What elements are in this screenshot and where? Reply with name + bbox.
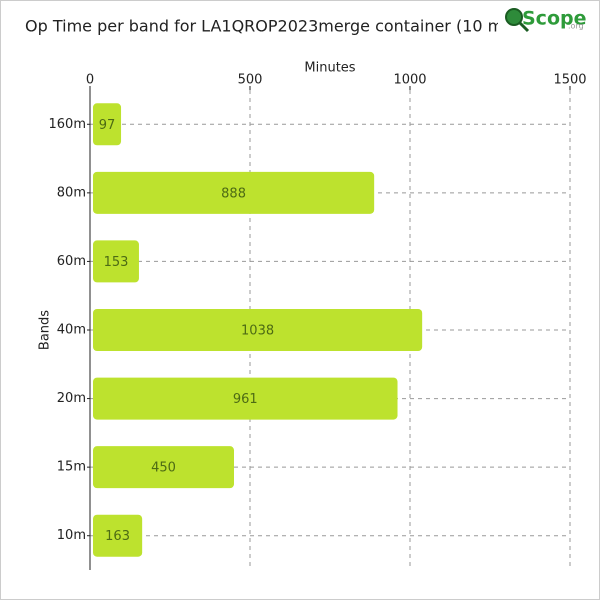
plot-area: 0 500 1000 1500 160m 97 80m 888 60m 153 40m 1038 20m… xyxy=(49,73,587,570)
value-label: 97 xyxy=(99,118,116,133)
value-label: 1038 xyxy=(241,324,274,339)
bar xyxy=(93,309,423,351)
value-label: 163 xyxy=(105,529,130,544)
bar xyxy=(93,446,234,489)
y-tick-label: 160m xyxy=(49,117,86,132)
bar xyxy=(93,240,139,283)
bar xyxy=(93,514,143,557)
chart-title: Op Time per band for LA1QROP2023merge co… xyxy=(25,17,551,36)
bar xyxy=(93,377,398,420)
logo-icon-handle xyxy=(518,21,530,33)
value-label: 450 xyxy=(151,461,176,476)
x-tick-label: 500 xyxy=(238,73,263,88)
logo-icon xyxy=(505,8,523,26)
value-label: 961 xyxy=(233,392,258,407)
value-label: 888 xyxy=(221,186,246,201)
y-tick-label: 20m xyxy=(57,391,86,406)
y-tick-label: 10m xyxy=(57,528,86,543)
logo-suffix: .org xyxy=(568,22,584,31)
value-label: 153 xyxy=(104,255,129,270)
x-tick-label: 1500 xyxy=(553,73,586,88)
x-tick-label: 1000 xyxy=(393,73,426,88)
x-tick-label: 0 xyxy=(86,73,94,88)
y-tick-label: 40m xyxy=(57,323,86,338)
y-tick-label: 80m xyxy=(57,185,86,200)
bar xyxy=(93,171,375,214)
y-tick-label: 15m xyxy=(57,460,86,475)
y-axis-label: Bands xyxy=(38,310,53,350)
x-axis-label: Minutes xyxy=(304,61,355,76)
y-tick-label: 60m xyxy=(57,254,86,269)
logo: Scope .org xyxy=(498,4,590,36)
logo-text: Scope xyxy=(522,8,587,30)
bar xyxy=(93,103,122,146)
